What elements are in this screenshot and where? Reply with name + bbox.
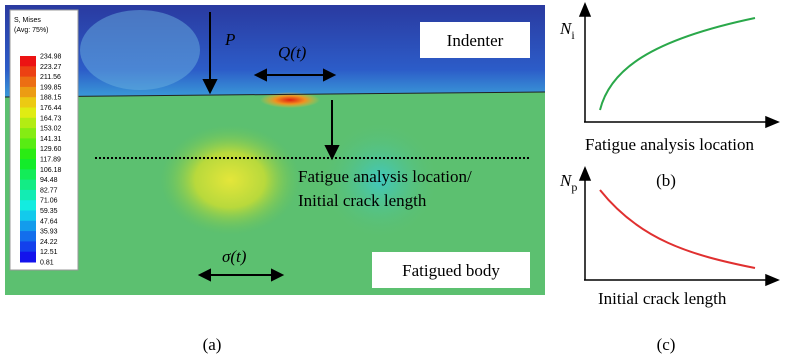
color-band bbox=[20, 138, 36, 150]
legend-title: S, Mises bbox=[14, 17, 41, 24]
color-band bbox=[20, 251, 36, 263]
legend-value: 106.18 bbox=[40, 167, 62, 174]
legend-value: 71.06 bbox=[40, 198, 58, 205]
label: Fatigued body bbox=[402, 261, 500, 280]
axis-label: Ni bbox=[559, 19, 575, 42]
label: σ(t) bbox=[222, 247, 247, 266]
subscript: i bbox=[571, 28, 575, 42]
color-band bbox=[20, 86, 36, 98]
legend-value: 12.51 bbox=[40, 249, 58, 256]
legend-value: 234.98 bbox=[40, 54, 62, 61]
color-band bbox=[20, 56, 36, 67]
legend-value: 47.64 bbox=[40, 218, 58, 225]
label: Fatigue analysis location/ bbox=[298, 167, 472, 186]
axis-label: Fatigue analysis location bbox=[585, 135, 755, 154]
label: Q(t) bbox=[278, 43, 307, 62]
color-band bbox=[20, 179, 36, 191]
subscript: p bbox=[571, 180, 577, 194]
annotations bbox=[197, 12, 340, 282]
color-band bbox=[20, 107, 36, 119]
color-band bbox=[20, 148, 36, 160]
label: Initial crack length bbox=[298, 191, 427, 210]
legend-value: 199.85 bbox=[40, 84, 62, 91]
label-box bbox=[372, 252, 530, 288]
legend-value: 35.93 bbox=[40, 229, 58, 236]
legend-value: 117.89 bbox=[40, 157, 61, 164]
axis-label: Initial crack length bbox=[598, 289, 727, 308]
color-band bbox=[20, 231, 36, 242]
color-band bbox=[20, 97, 36, 108]
legend-value: 82.77 bbox=[40, 187, 58, 194]
caption: (b) bbox=[656, 171, 676, 190]
color-band bbox=[20, 76, 36, 88]
color-band bbox=[20, 189, 36, 201]
label: Indenter bbox=[447, 31, 504, 50]
legend-value: 94.48 bbox=[40, 177, 58, 184]
color-band bbox=[20, 128, 36, 139]
color-band bbox=[20, 66, 36, 78]
color-band bbox=[20, 210, 36, 222]
legend-value: 223.27 bbox=[40, 64, 62, 71]
caption: (a) bbox=[203, 335, 222, 354]
axis-label: Np bbox=[559, 171, 577, 194]
color-band bbox=[20, 220, 36, 232]
legend: S, Mises (Avg: 75%) 234.98 223.27 211.56 19… bbox=[9, 9, 79, 271]
label-box bbox=[420, 22, 530, 58]
color-band bbox=[20, 169, 36, 181]
legend-subtitle: (Avg: 75%) bbox=[14, 27, 49, 34]
legend-value: 129.60 bbox=[40, 146, 62, 153]
legend-value: 211.56 bbox=[40, 74, 61, 81]
color-band bbox=[20, 117, 36, 129]
legend-value: 0.81 bbox=[40, 260, 54, 267]
caption: (c) bbox=[657, 335, 676, 354]
symbol: N bbox=[559, 19, 573, 38]
legend-value: 188.15 bbox=[40, 95, 62, 102]
legend-value: 59.35 bbox=[40, 208, 58, 215]
label: P bbox=[224, 30, 235, 49]
legend-value: 176.44 bbox=[40, 105, 62, 112]
legend-value: 164.73 bbox=[40, 115, 62, 122]
legend-value: 24.22 bbox=[40, 239, 58, 246]
color-band bbox=[20, 241, 36, 253]
color-band bbox=[20, 159, 36, 170]
graph-b bbox=[578, 2, 780, 287]
legend-value: 153.02 bbox=[40, 126, 62, 133]
legend-value: 141.31 bbox=[40, 136, 62, 143]
symbol: N bbox=[559, 171, 573, 190]
color-band bbox=[20, 200, 36, 211]
